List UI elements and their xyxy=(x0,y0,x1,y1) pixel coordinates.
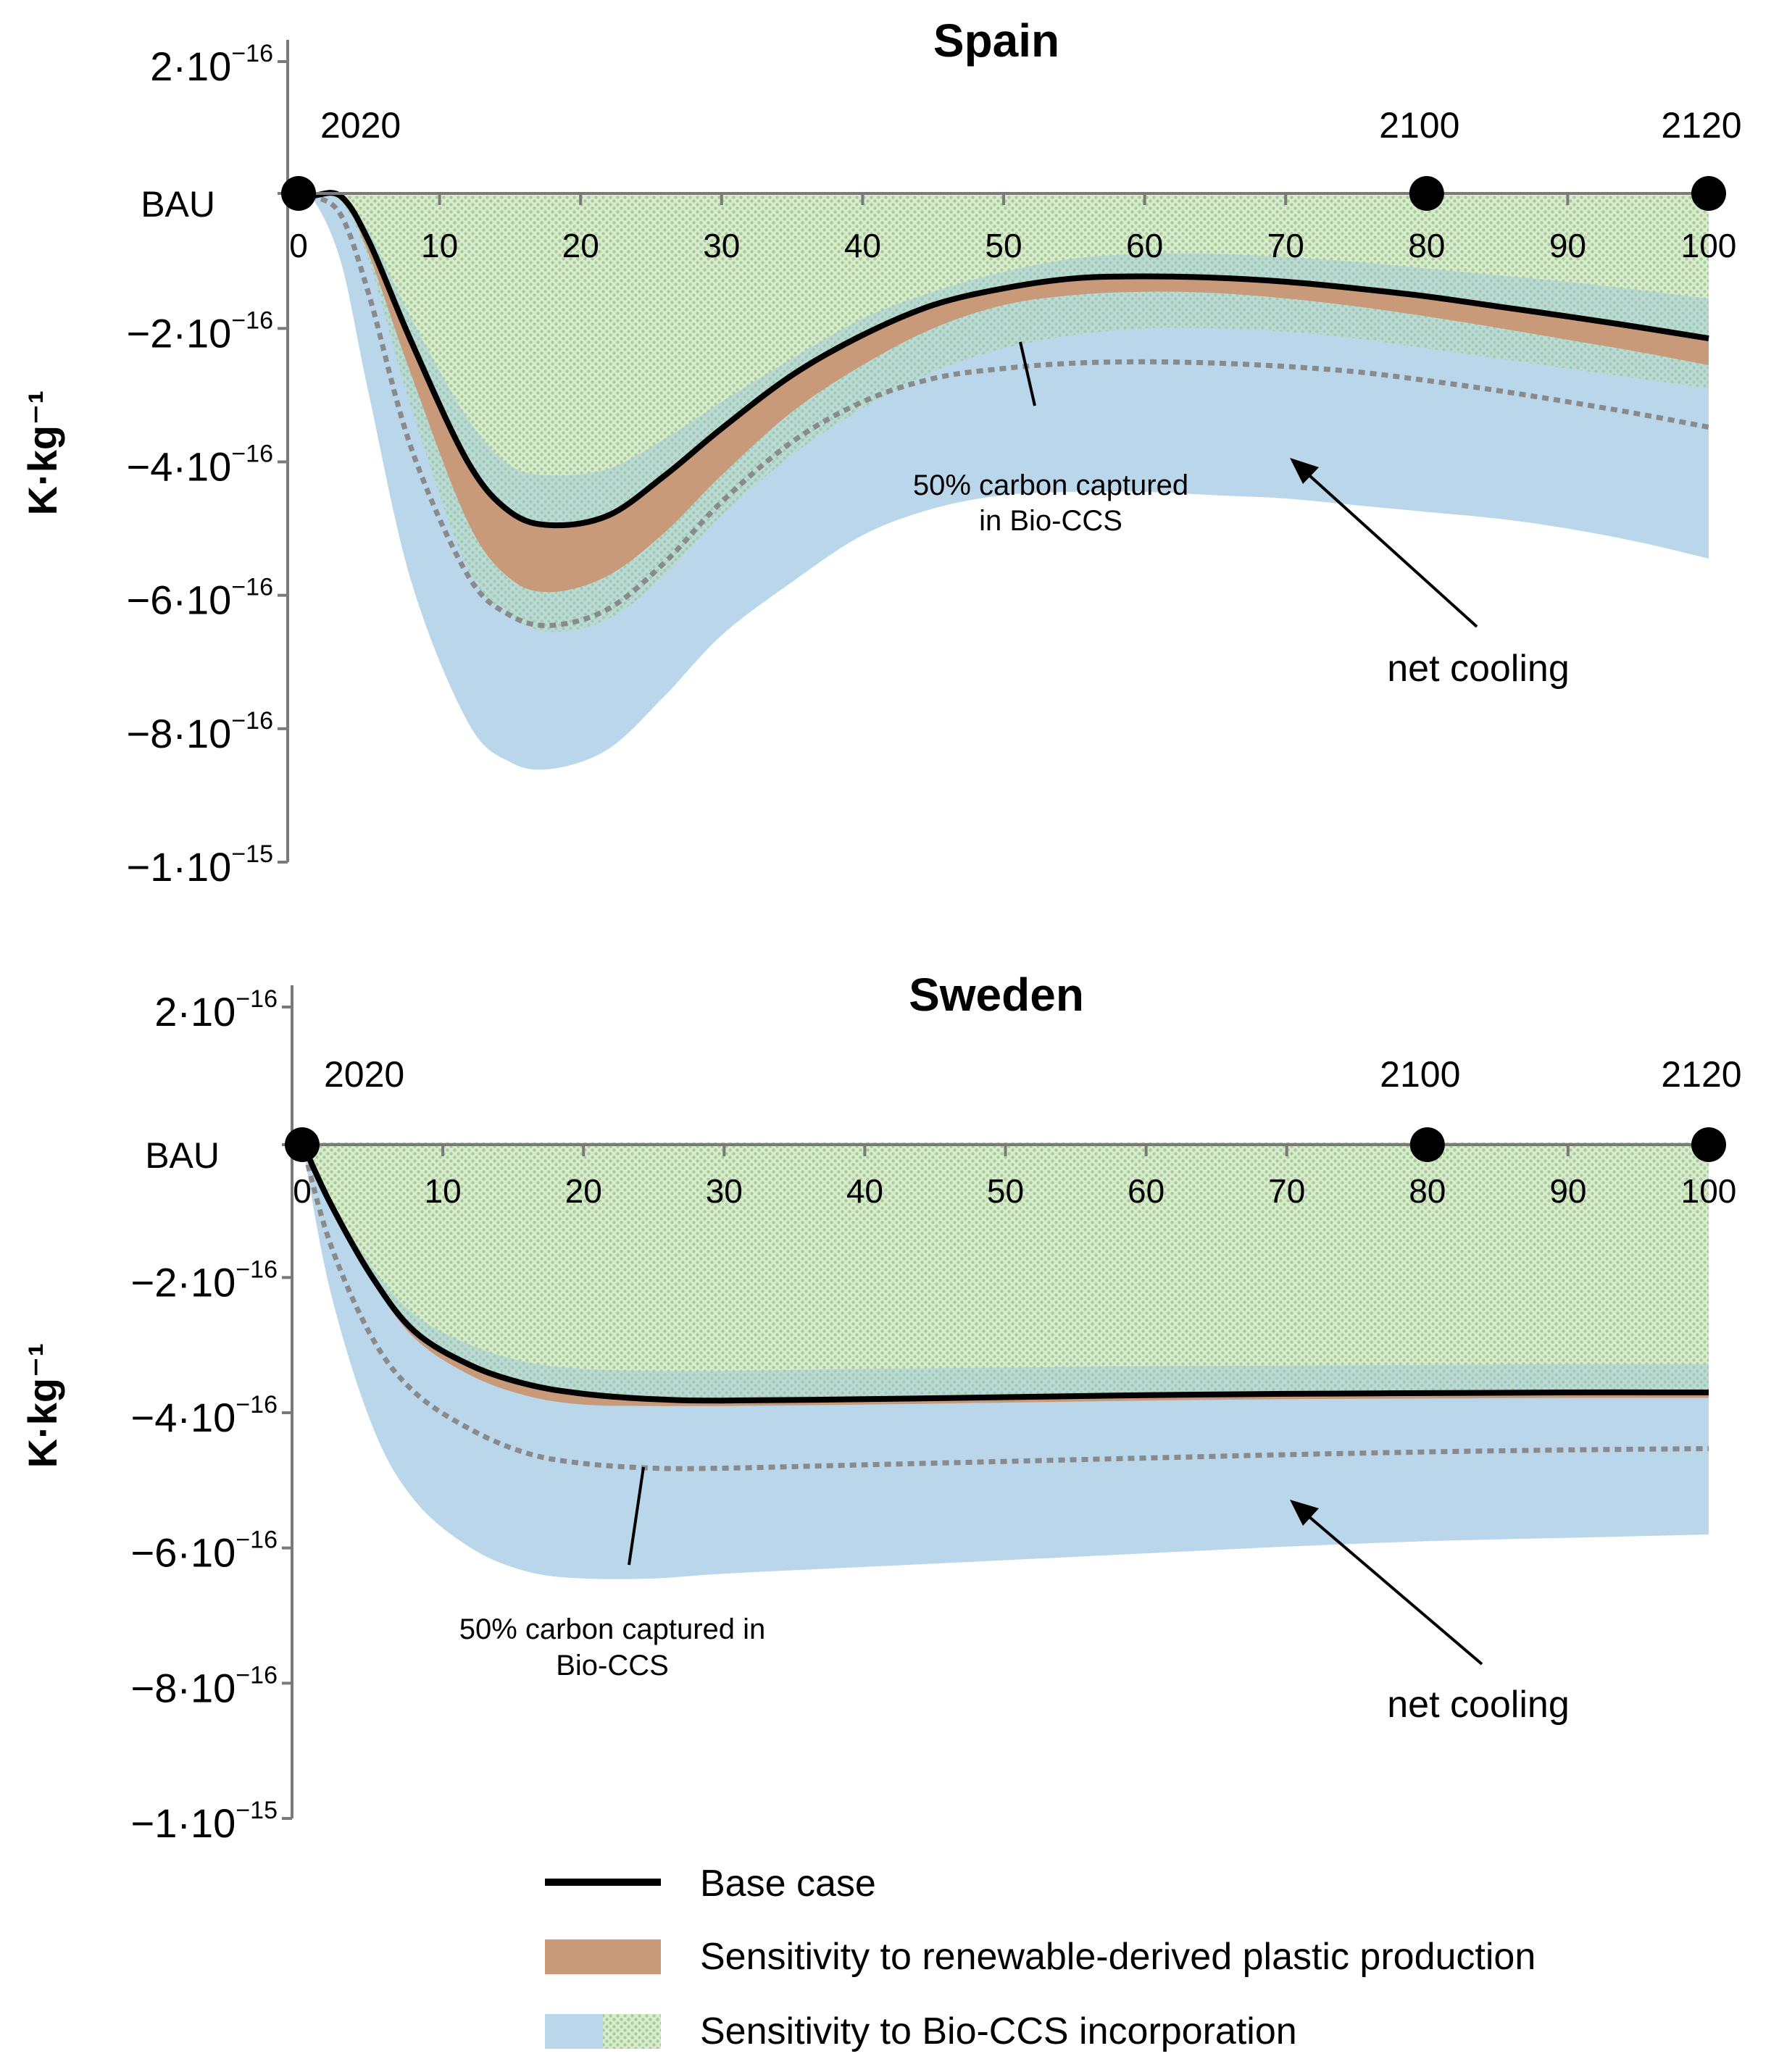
year-marker-label: 2020 xyxy=(320,105,401,146)
plot-area xyxy=(299,1141,1709,1579)
x-tick-label: 40 xyxy=(844,227,881,264)
net-cooling-arrowhead xyxy=(1290,1500,1319,1526)
net-cooling-hatched-region xyxy=(299,193,1709,476)
base-case-line xyxy=(299,1141,1709,1404)
year-marker-label: 2100 xyxy=(1379,105,1459,146)
carbon-captured-50-line xyxy=(299,1141,1709,1471)
x-tick-label: 90 xyxy=(1549,1172,1586,1210)
chart-title: Sweden xyxy=(909,969,1084,1021)
legend-label-bioccs: Sensitivity to Bio-CCS incorporation xyxy=(700,2010,1297,2052)
x-tick-label: 0 xyxy=(293,1172,312,1210)
annotation-arrow-line xyxy=(1019,341,1036,406)
x-tick-label: 100 xyxy=(1681,1172,1737,1210)
x-tick-label: 20 xyxy=(565,1172,602,1210)
x-tick-label: 50 xyxy=(985,227,1022,264)
y-tick-label: −8·10−16 xyxy=(127,707,273,756)
annotation-carbon-captured: 50% carbon captured in xyxy=(459,1613,766,1645)
y-tick-label: BAU xyxy=(145,1135,220,1176)
net-cooling-arrow xyxy=(1303,469,1478,628)
y-tick-label: −4·10−16 xyxy=(131,1391,278,1440)
x-tick-label: 90 xyxy=(1549,227,1586,264)
x-tick-label: 80 xyxy=(1408,227,1445,264)
legend-label-base-case: Base case xyxy=(700,1863,876,1905)
x-tick-label: 20 xyxy=(562,227,599,264)
year-marker-dot xyxy=(1409,1127,1445,1162)
annotation-arrow-line xyxy=(628,1466,645,1566)
y-axis-title: K·kg⁻¹ xyxy=(20,390,65,516)
x-tick-label: 10 xyxy=(425,1172,462,1210)
annotation-bio-ccs: in Bio-CCS xyxy=(979,505,1122,537)
sweden-panel: Sweden 2·10−16 BAU −2·10−16 −4·10−16 −6·10−1… xyxy=(20,969,1742,1846)
annotation-bio-ccs: Bio-CCS xyxy=(556,1650,669,1682)
legend-label-renewable: Sensitivity to renewable-derived plastic… xyxy=(700,1936,1536,1978)
y-axis-title: K·kg⁻¹ xyxy=(20,1343,65,1469)
x-tick-label: 30 xyxy=(706,1172,743,1210)
y-tick-label: −1·10−15 xyxy=(131,1797,278,1846)
year-marker-dot xyxy=(1409,176,1444,211)
y-tick-label: −8·10−16 xyxy=(131,1661,278,1710)
x-tick-label: 0 xyxy=(289,227,308,264)
year-marker-label: 2020 xyxy=(324,1054,404,1095)
year-marker-label: 2100 xyxy=(1380,1054,1460,1095)
year-marker-label: 2120 xyxy=(1661,105,1741,146)
chart-title: Spain xyxy=(933,14,1059,67)
y-tick-label: BAU xyxy=(141,184,215,225)
annotation-net-cooling: net cooling xyxy=(1387,1684,1570,1726)
axes: 2·10−16 BAU −2·10−16 −4·10−16 −6·10−16 −8·10−… xyxy=(127,40,1742,890)
annotation-carbon-captured: 50% carbon captured xyxy=(913,469,1188,501)
y-tick-label: −2·10−16 xyxy=(131,1256,278,1305)
y-tick-label: 2·10−16 xyxy=(150,40,273,89)
y-tick-label: −4·10−16 xyxy=(127,440,273,490)
net-cooling-hatched-region xyxy=(302,1142,1709,1371)
year-marker-dot xyxy=(285,1127,320,1162)
legend: Base case Sensitivity to renewable-deriv… xyxy=(545,1863,1536,2052)
x-tick-label: 60 xyxy=(1126,227,1163,264)
y-tick-label: −6·10−16 xyxy=(131,1526,278,1576)
x-tick-label: 100 xyxy=(1681,227,1737,264)
axes: 2·10−16 BAU −2·10−16 −4·10−16 −6·10−16 −8·10−… xyxy=(131,985,1742,1846)
y-tick-label: −6·10−16 xyxy=(127,574,273,623)
y-tick-label: 2·10−16 xyxy=(154,985,278,1035)
x-tick-label: 50 xyxy=(987,1172,1024,1210)
x-tick-label: 60 xyxy=(1128,1172,1165,1210)
year-marker-dot xyxy=(281,176,316,211)
year-marker-dot xyxy=(1691,1127,1726,1162)
bioccs-hatched-band xyxy=(302,1142,1709,1406)
y-tick-label: −2·10−16 xyxy=(127,306,273,356)
legend-renewable-swatch xyxy=(545,1939,661,1974)
plot-area xyxy=(298,190,1709,770)
x-tick-label: 10 xyxy=(421,227,458,264)
x-tick-label: 70 xyxy=(1267,227,1304,264)
base-case-line xyxy=(298,190,1709,529)
net-cooling-arrow xyxy=(1303,1511,1483,1666)
x-tick-label: 30 xyxy=(703,227,740,264)
annotation-net-cooling: net cooling xyxy=(1387,648,1570,690)
renewable-sensitivity-band xyxy=(299,191,1709,593)
spain-panel: Spain 2·10−16 BAU −2·10−16 −4·10−16 −6·10−16… xyxy=(20,14,1742,890)
legend-bioccs-swatch-blue xyxy=(545,2014,603,2049)
legend-bioccs-swatch-green xyxy=(603,2014,661,2049)
y-tick-label: −1·10−15 xyxy=(127,840,273,890)
x-tick-label: 80 xyxy=(1409,1172,1446,1210)
x-tick-label: 70 xyxy=(1268,1172,1305,1210)
carbon-captured-50-line xyxy=(298,191,1709,628)
x-tick-label: 40 xyxy=(846,1172,883,1210)
net-cooling-arrowhead xyxy=(1290,458,1319,484)
year-marker-label: 2120 xyxy=(1661,1054,1741,1095)
year-marker-dot xyxy=(1691,176,1726,211)
